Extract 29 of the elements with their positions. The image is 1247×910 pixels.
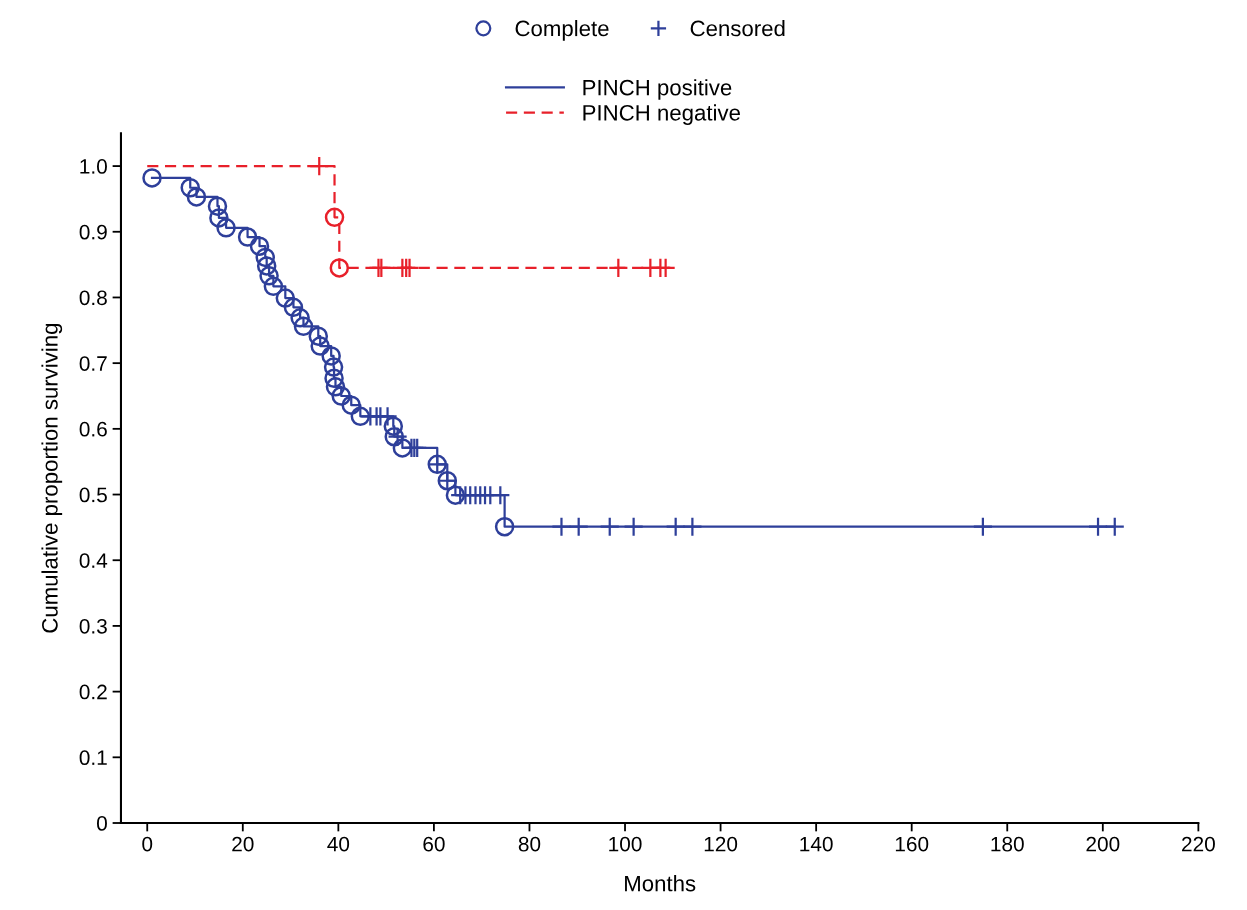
x-tick-label: 80: [518, 836, 541, 852]
y-tick-label: 0.2: [79, 684, 107, 700]
y-tick-label: 0: [96, 816, 107, 831]
x-axis-title: Months: [625, 875, 696, 892]
y-tick-label: 0.8: [79, 290, 107, 306]
legend-label: PINCH negative: [583, 104, 740, 126]
x-tick-label: 0: [142, 836, 153, 852]
x-tick-label: 180: [991, 836, 1024, 852]
x-tick-label: 160: [895, 836, 929, 852]
y-tick-label: 0.7: [79, 356, 107, 371]
x-tick-label: 40: [327, 836, 350, 852]
x-tick-label: 60: [423, 836, 445, 852]
x-tick-label: 200: [1086, 836, 1120, 852]
y-tick-label: 0.5: [79, 487, 107, 503]
x-tick-label: 140: [800, 836, 833, 852]
y-tick-label: 0.6: [79, 421, 107, 437]
y-axis-title: Cumulative proportion surviving: [41, 323, 63, 633]
legend-label: PINCH positive: [583, 79, 732, 100]
x-tick-label: 220: [1182, 836, 1215, 852]
legend-label: Censored: [690, 20, 785, 37]
x-tick-label: 120: [704, 836, 738, 852]
y-tick-label: 0.1: [79, 750, 107, 766]
x-tick-label: 20: [232, 836, 254, 852]
legend-label: Complete: [515, 20, 609, 41]
y-tick-label: 0.9: [79, 224, 107, 240]
y-tick-label: 0.3: [79, 618, 107, 634]
y-tick-label: 1.0: [80, 159, 107, 174]
y-tick-label: 0.4: [79, 553, 108, 568]
x-tick-label: 100: [609, 836, 642, 852]
